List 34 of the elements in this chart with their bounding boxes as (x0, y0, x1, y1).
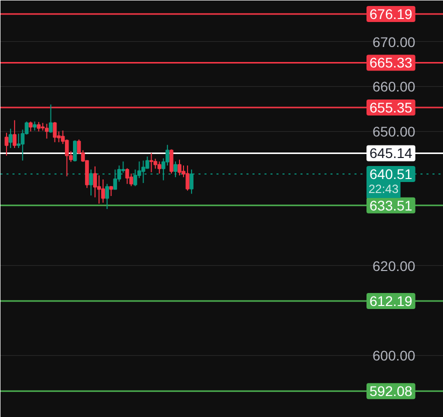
candlestick (129, 173, 134, 187)
y-tick-label: 600.00 (372, 348, 416, 364)
candlestick (170, 148, 174, 174)
ref-line-label: 645.14 (370, 145, 413, 162)
candlestick (89, 169, 93, 196)
annotation: 22:43 (368, 182, 399, 196)
candlestick (44, 123, 49, 140)
candlestick (28, 121, 33, 132)
ref-line-label: 665.33 (370, 54, 413, 71)
ref-line-label: 633.51 (370, 197, 413, 214)
ref-line-label: 640.51 (370, 166, 413, 182)
candlestick (52, 122, 57, 143)
candlestick (149, 152, 154, 173)
y-tick-label: 620.00 (372, 258, 416, 274)
candlestick (36, 122, 41, 132)
ref-line-label: 676.19 (370, 6, 413, 22)
y-tick-label: 660.00 (372, 78, 416, 95)
candlestick (73, 140, 77, 162)
ref-line-label: 592.08 (370, 383, 413, 400)
ref-line-label: 612.19 (370, 292, 413, 309)
candlestick (109, 186, 114, 196)
candlestick (101, 178, 105, 204)
candlestick (125, 168, 130, 184)
ref-line-label: 655.35 (370, 99, 413, 116)
candlestick (8, 128, 12, 149)
candlestick (105, 183, 109, 210)
candlestick (178, 159, 182, 176)
candlestick (48, 104, 53, 134)
candlestick (186, 165, 190, 192)
y-tick-label: 650.00 (372, 123, 416, 140)
y-tick-label: 670.00 (372, 34, 416, 50)
candlestick (157, 160, 162, 174)
candlestick (4, 132, 8, 156)
candlestick (12, 120, 16, 149)
